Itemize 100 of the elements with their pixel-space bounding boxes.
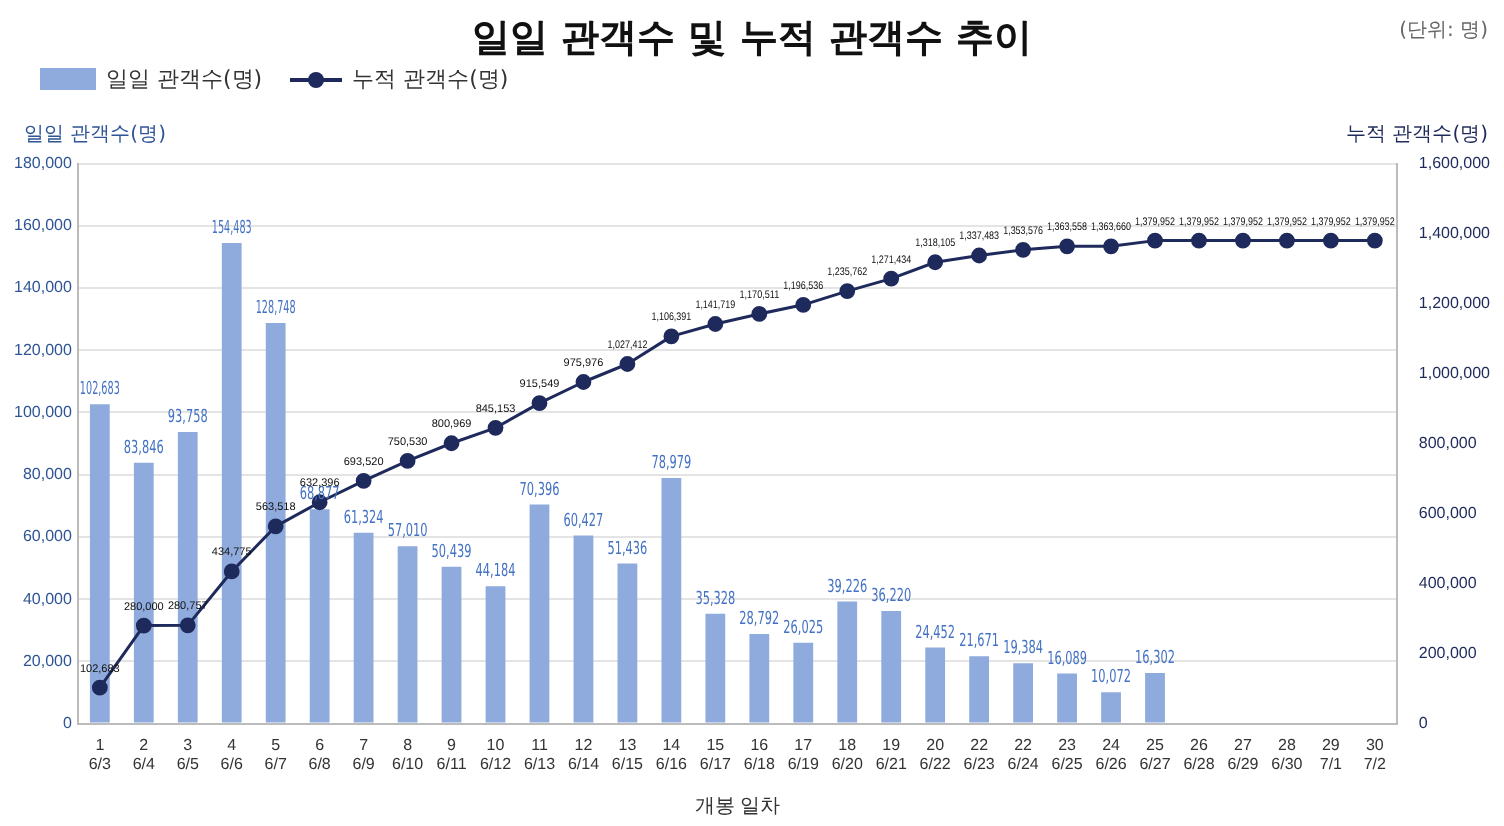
bar bbox=[573, 535, 594, 723]
x-tick-label: 20 6/22 bbox=[919, 735, 952, 773]
x-tick-label: 28 6/30 bbox=[1271, 735, 1304, 773]
x-tick-label: 17 6/19 bbox=[787, 735, 820, 773]
point bbox=[839, 283, 856, 299]
x-tick-label: 11 6/13 bbox=[523, 735, 557, 773]
legend-label: 일일 관객수(명) bbox=[106, 64, 263, 94]
x-tick-label: 7 6/9 bbox=[352, 735, 376, 773]
data-label: 39,226 bbox=[827, 574, 868, 597]
data-label: 128,748 bbox=[255, 295, 297, 319]
x-tick-label: 2 6/4 bbox=[132, 735, 156, 773]
bar bbox=[309, 509, 330, 723]
x-tick-label: 10 6/12 bbox=[479, 735, 513, 773]
x-tick-label: 16 6/18 bbox=[743, 735, 776, 773]
x-tick-label: 22 6/24 bbox=[1007, 735, 1040, 773]
bar bbox=[749, 634, 770, 723]
point bbox=[135, 617, 152, 634]
x-tick-label: 18 6/20 bbox=[831, 735, 864, 773]
x-tick-label: 27 6/29 bbox=[1227, 735, 1260, 773]
data-label: 24,452 bbox=[915, 620, 956, 643]
x-tick-label: 12 6/14 bbox=[567, 735, 601, 773]
x-tick-label: 15 6/17 bbox=[699, 735, 733, 773]
point bbox=[1059, 238, 1075, 255]
data-label: 16,302 bbox=[1135, 646, 1176, 668]
x-tick-label: 6 6/8 bbox=[308, 735, 332, 773]
text: (단위: 명) bbox=[1399, 18, 1488, 44]
bar bbox=[1145, 672, 1165, 723]
y2-tick-label: 600,000 bbox=[1418, 504, 1478, 523]
point bbox=[1322, 232, 1339, 249]
point bbox=[355, 472, 372, 489]
point bbox=[927, 254, 944, 271]
y2-tick-label: 1,000,000 bbox=[1418, 364, 1492, 383]
y-tick-label: 40,000 bbox=[22, 589, 73, 608]
data-label: 44,184 bbox=[475, 559, 516, 581]
data-label: 35,328 bbox=[695, 586, 736, 609]
data-label: 50,439 bbox=[431, 539, 472, 562]
data-label: 57,010 bbox=[387, 519, 428, 542]
point bbox=[795, 296, 812, 313]
bar bbox=[441, 566, 462, 723]
data-label: 51,436 bbox=[607, 536, 648, 559]
x-tick-label: 30 7/2 bbox=[1363, 735, 1388, 773]
x-tick-label: 19 6/21 bbox=[875, 735, 908, 773]
y2-tick-label: 1,600,000 bbox=[1418, 154, 1492, 173]
y-tick-label: 160,000 bbox=[13, 216, 73, 235]
bar bbox=[837, 601, 858, 723]
data-label: 93,758 bbox=[167, 405, 208, 427]
data-label: 10,072 bbox=[1091, 665, 1132, 688]
y-tick-label: 100,000 bbox=[13, 402, 73, 421]
point bbox=[883, 270, 900, 287]
y2-tick-label: 1,400,000 bbox=[1418, 224, 1492, 243]
point bbox=[751, 306, 768, 322]
x-tick-label: 22 6/23 bbox=[963, 735, 996, 773]
point bbox=[179, 617, 196, 634]
point bbox=[575, 374, 592, 390]
y2-tick-label: 200,000 bbox=[1418, 644, 1478, 663]
y-axis-title: 일일 관객수(명) bbox=[24, 122, 166, 148]
data-label: 78,979 bbox=[651, 451, 692, 473]
bar bbox=[881, 610, 902, 723]
point bbox=[1103, 238, 1119, 255]
x-tick-label: 3 6/5 bbox=[176, 735, 200, 773]
chart-title: 일일 관객수 및 누적 관객수 추이 bbox=[471, 16, 1033, 60]
point bbox=[1235, 232, 1251, 249]
x-tick-label: 23 6/25 bbox=[1051, 735, 1084, 773]
point bbox=[707, 316, 724, 332]
y2-tick-label: 400,000 bbox=[1418, 574, 1478, 593]
point bbox=[443, 435, 460, 452]
data-label: 19,384 bbox=[1003, 636, 1044, 659]
data-label: 60,427 bbox=[563, 508, 604, 531]
point bbox=[223, 563, 240, 580]
y-tick-label: 140,000 bbox=[13, 278, 73, 297]
point bbox=[1366, 232, 1383, 249]
x-tick-label: 24 6/26 bbox=[1095, 735, 1128, 773]
bar bbox=[617, 563, 638, 723]
x-tick-label: 14 6/16 bbox=[655, 735, 689, 773]
point bbox=[399, 453, 416, 469]
x-tick-label: 9 6/11 bbox=[436, 735, 468, 773]
point bbox=[531, 395, 548, 412]
x-tick-label: 26 6/28 bbox=[1183, 735, 1216, 773]
data-label: 16,089 bbox=[1047, 646, 1088, 669]
point bbox=[267, 518, 284, 535]
point bbox=[971, 247, 988, 264]
bar bbox=[969, 656, 990, 723]
data-label: 28,792 bbox=[739, 607, 780, 629]
y2-tick-label: 1,200,000 bbox=[1418, 294, 1492, 313]
bar bbox=[485, 586, 506, 723]
bar bbox=[1013, 663, 1033, 723]
point bbox=[1015, 241, 1032, 258]
data-label: 154,483 bbox=[211, 215, 253, 238]
legend-label: 누적 관객수(명) bbox=[352, 64, 509, 94]
x-tick-label: 5 6/7 bbox=[264, 735, 288, 773]
point bbox=[619, 356, 636, 372]
y-tick-label: 60,000 bbox=[22, 527, 73, 546]
bar bbox=[353, 532, 374, 723]
x-tick-label: 25 6/27 bbox=[1139, 735, 1172, 773]
data-label: 83,846 bbox=[123, 436, 165, 458]
x-axis-title: 개봉 일차 bbox=[694, 795, 781, 818]
y-tick-label: 20,000 bbox=[22, 651, 73, 670]
x-tick-label: 29 7/1 bbox=[1319, 735, 1344, 773]
y2-axis-title: 누적 관객수(명) bbox=[1346, 122, 1488, 148]
bar bbox=[661, 477, 682, 723]
